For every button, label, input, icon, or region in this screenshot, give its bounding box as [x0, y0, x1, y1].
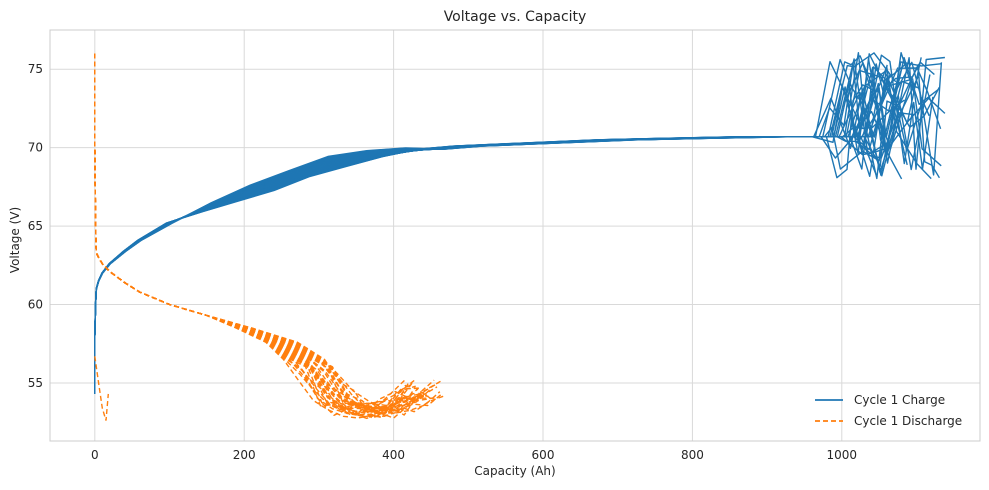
x-tick-label: 200 — [233, 448, 256, 462]
y-tick-label: 60 — [28, 298, 43, 312]
y-tick-label: 65 — [28, 219, 43, 233]
y-tick-label: 75 — [28, 62, 43, 76]
y-tick-label: 70 — [28, 141, 43, 155]
series-layer — [94, 52, 946, 421]
x-tick-label: 1000 — [827, 448, 858, 462]
x-tick-label: 600 — [532, 448, 555, 462]
x-axis-title: Capacity (Ah) — [474, 464, 555, 478]
charge-cycle-line — [94, 107, 896, 394]
discharge-artifact-line — [94, 356, 109, 421]
tick-labels: 0 200 400 600 800 1000 55 60 65 70 75 — [28, 62, 857, 462]
x-tick-label: 400 — [382, 448, 405, 462]
x-tick-label: 800 — [681, 448, 704, 462]
chart-title: Voltage vs. Capacity — [444, 9, 587, 25]
legend-label-charge: Cycle 1 Charge — [854, 393, 945, 407]
y-tick-label: 55 — [28, 376, 43, 390]
plot-frame — [49, 29, 981, 442]
legend: Cycle 1 Charge Cycle 1 Discharge — [815, 393, 962, 428]
legend-label-discharge: Cycle 1 Discharge — [854, 414, 962, 428]
plot-area — [50, 30, 980, 441]
discharge-cycle-line — [94, 53, 445, 418]
x-tick-label: 0 — [91, 448, 99, 462]
y-axis-title: Voltage (V) — [8, 207, 22, 273]
